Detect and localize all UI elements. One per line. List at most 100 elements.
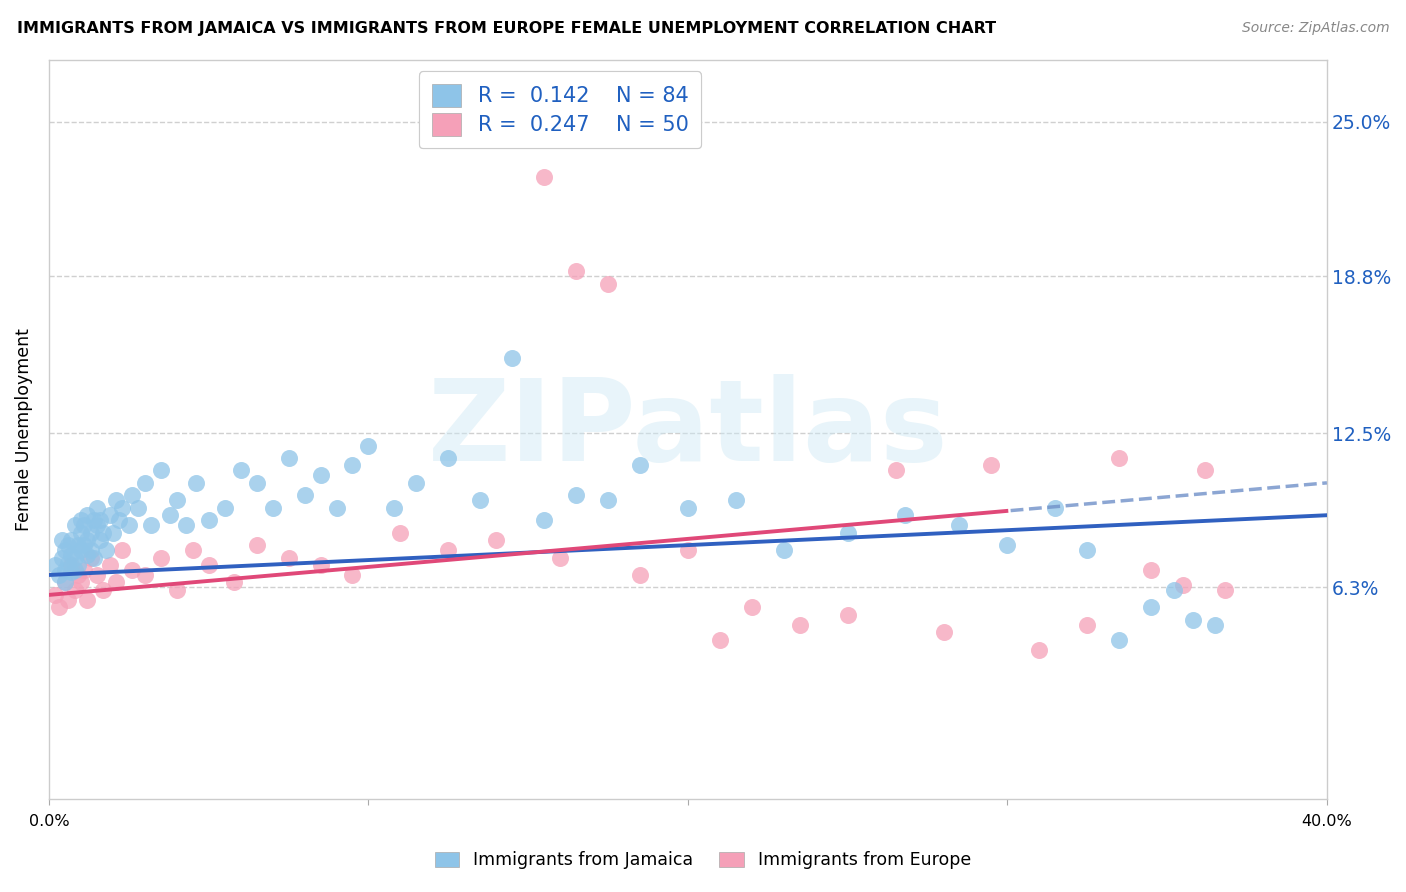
Point [121,488,143,502]
Point [1163,582,1185,597]
Point [246,538,269,552]
Point [1140,563,1163,577]
Point [741,600,763,615]
Point [1108,450,1130,465]
Point [76,533,98,548]
Point [63,563,86,577]
Point [98,558,121,572]
Point [309,468,332,483]
Point [76,548,98,562]
Point [501,351,523,366]
Point [197,558,219,572]
Point [89,513,111,527]
Point [86,500,108,515]
Point [53,575,76,590]
Point [48,600,70,615]
Point [63,550,86,565]
Point [51,550,73,565]
Point [181,543,204,558]
Point [79,525,101,540]
Point [96,543,118,558]
Point [91,582,114,597]
Text: ZIPatlas: ZIPatlas [427,374,948,485]
Point [66,568,89,582]
Point [176,518,198,533]
Point [389,525,412,540]
Point [1194,463,1216,477]
Point [565,264,588,278]
Point [1204,617,1226,632]
Point [48,568,70,582]
Point [159,508,181,523]
Point [197,513,219,527]
Point [79,550,101,565]
Point [70,543,93,558]
Point [118,518,141,533]
Point [101,525,124,540]
Point [277,550,299,565]
Point [262,500,284,515]
Point [1213,582,1236,597]
Point [184,475,207,490]
Point [66,558,89,572]
Point [53,563,76,577]
Point [309,558,332,572]
Legend: Immigrants from Jamaica, Immigrants from Europe: Immigrants from Jamaica, Immigrants from… [429,845,977,876]
Point [60,566,83,580]
Text: 40.0%: 40.0% [1302,814,1353,829]
Point [56,556,79,570]
Point [1181,613,1204,627]
Point [149,463,172,477]
Point [127,500,149,515]
Point [837,525,859,540]
Point [134,475,156,490]
Point [53,575,76,590]
Point [166,493,188,508]
Point [86,518,108,533]
Point [91,525,114,540]
Point [533,513,555,527]
Point [676,543,699,558]
Point [83,550,105,565]
Point [884,463,907,477]
Point [79,543,101,558]
Point [357,438,380,452]
Point [70,513,93,527]
Point [86,568,108,582]
Point [51,533,73,548]
Point [1076,543,1098,558]
Text: IMMIGRANTS FROM JAMAICA VS IMMIGRANTS FROM EUROPE FEMALE UNEMPLOYMENT CORRELATIO: IMMIGRANTS FROM JAMAICA VS IMMIGRANTS FR… [17,21,995,37]
Point [437,543,460,558]
Point [628,568,651,582]
Point [1140,600,1163,615]
Point [932,625,955,640]
Point [76,593,98,607]
Point [105,493,128,508]
Point [980,458,1002,473]
Text: 0.0%: 0.0% [28,814,69,829]
Point [141,518,163,533]
Point [470,493,492,508]
Point [70,525,93,540]
Point [89,533,111,548]
Point [294,488,316,502]
Point [246,475,269,490]
Point [60,558,83,572]
Point [1171,578,1194,592]
Point [628,458,651,473]
Point [325,500,347,515]
Point [73,563,96,577]
Point [70,575,93,590]
Point [724,493,747,508]
Point [485,533,508,548]
Point [405,475,427,490]
Text: Source: ZipAtlas.com: Source: ZipAtlas.com [1241,21,1389,36]
Point [772,543,794,558]
Point [789,617,811,632]
Point [277,450,299,465]
Point [596,493,619,508]
Legend: R =  0.142    N = 84, R =  0.247    N = 50: R = 0.142 N = 84, R = 0.247 N = 50 [419,71,702,148]
Point [1028,642,1050,657]
Point [60,548,83,562]
Point [76,508,98,523]
